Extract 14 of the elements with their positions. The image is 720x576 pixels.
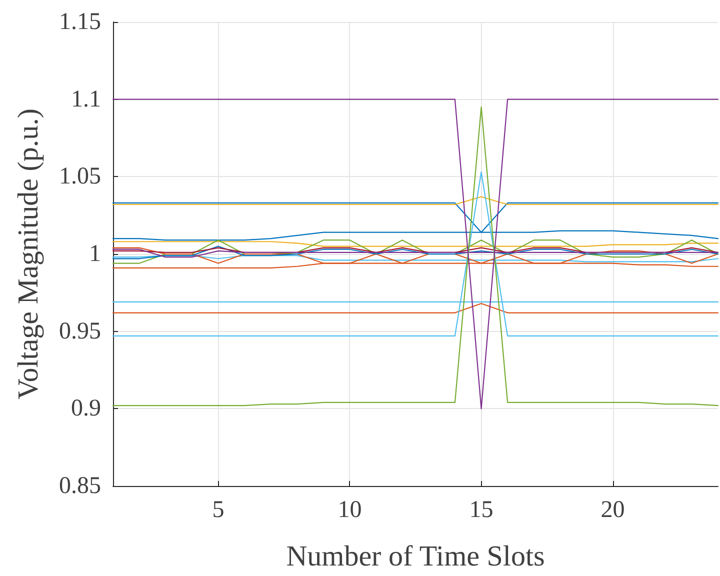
y-tick-label: 1.1: [71, 86, 101, 112]
y-tick-label: 0.9: [71, 396, 101, 422]
y-axis-title: Voltage Magnitude (p.u.): [12, 108, 44, 400]
y-tick-label: 0.85: [59, 473, 101, 499]
x-tick-label: 20: [600, 497, 625, 523]
x-tick-label: 5: [212, 497, 224, 523]
y-tick-label: 1.05: [59, 164, 101, 190]
y-tick-label: 1: [89, 241, 101, 267]
x-axis-title: Number of Time Slots: [286, 540, 545, 572]
x-tick-label: 10: [338, 497, 362, 523]
x-tick-label: 15: [469, 497, 494, 523]
line-series: [112, 246, 719, 260]
y-tick-label: 0.95: [59, 318, 101, 344]
y-tick-label: 1.15: [59, 9, 101, 35]
